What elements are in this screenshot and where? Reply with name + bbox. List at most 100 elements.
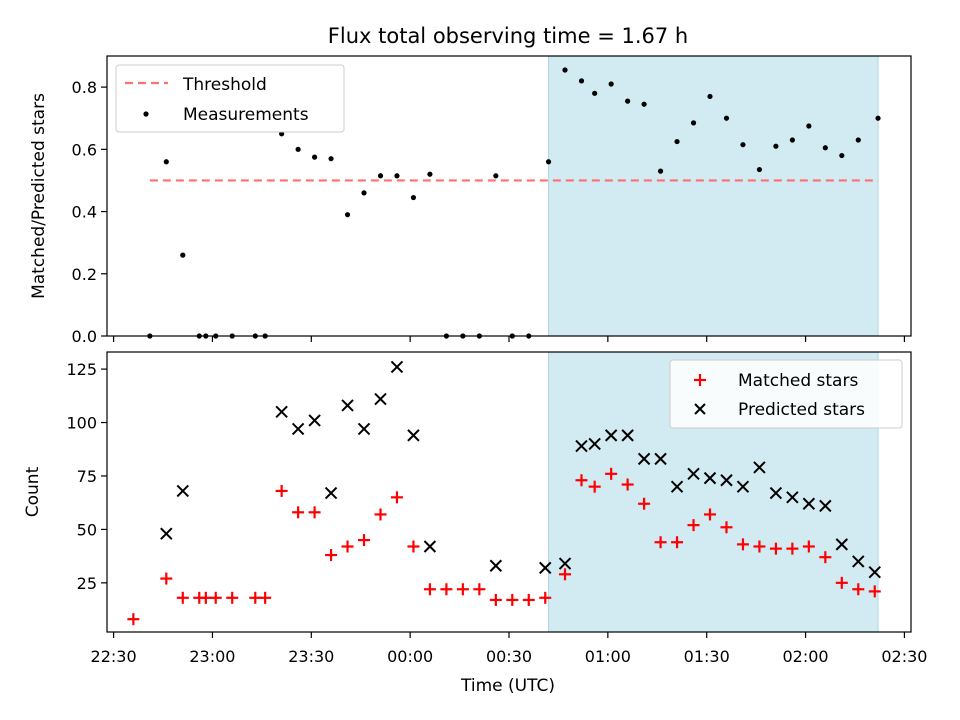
predicted-star-point bbox=[819, 499, 832, 513]
chart-title: Flux total observing time = 1.67 h bbox=[328, 24, 688, 48]
predicted-star-point bbox=[852, 555, 865, 568]
matched-star-point bbox=[720, 521, 733, 534]
matched-star-point bbox=[769, 542, 782, 555]
matched-star-point bbox=[176, 591, 189, 604]
x-tick-label: 01:00 bbox=[585, 647, 631, 666]
matched-star-point bbox=[852, 583, 865, 596]
measurement-point bbox=[311, 154, 318, 160]
predicted-star-point bbox=[637, 452, 651, 466]
matched-star-point bbox=[522, 593, 535, 606]
measurement-point bbox=[377, 173, 384, 179]
legend-measurements-label: Measurements bbox=[183, 105, 309, 125]
matched-star-point bbox=[506, 593, 519, 606]
matched-star-point bbox=[736, 538, 749, 551]
measurement-point bbox=[806, 123, 812, 129]
bottom-x-ticks: 22:30 23:00 23:30 00:00 00:30 01:00 01:30 02:00… bbox=[91, 632, 927, 666]
top-y-tick-label: 0.6 bbox=[72, 140, 97, 159]
measurement-point bbox=[578, 78, 585, 84]
measurement-point bbox=[756, 166, 763, 173]
predicted-star-point bbox=[654, 452, 667, 466]
measurement-point bbox=[822, 145, 828, 151]
top-legend-box bbox=[115, 64, 345, 133]
bottom-panel: 25 50 75 100 125 22:30 23:00 23:30 00:00 00:30 01… bbox=[23, 351, 927, 696]
matched-star-point bbox=[671, 536, 684, 549]
matched-star-point bbox=[390, 491, 403, 504]
x-tick-label: 22:30 bbox=[91, 647, 137, 666]
predicted-star-point bbox=[341, 399, 354, 412]
matched-star-point bbox=[341, 540, 354, 553]
matched-star-point bbox=[559, 568, 572, 581]
matched-star-point bbox=[275, 484, 288, 497]
matched-star-point bbox=[209, 591, 222, 604]
legend-matched-swatch bbox=[694, 374, 706, 386]
top-legend: Threshold Measurements bbox=[115, 64, 345, 133]
measurement-point bbox=[163, 159, 169, 165]
bottom-y-tick-label: 50 bbox=[77, 520, 97, 539]
matched-star-point bbox=[575, 474, 588, 487]
matched-star-points bbox=[127, 467, 881, 626]
measurement-point bbox=[625, 98, 631, 104]
predicted-star-point bbox=[670, 480, 684, 493]
top-y-ticks: 0.0 0.2 0.4 0.6 0.8 bbox=[72, 78, 107, 346]
legend-predicted-swatch bbox=[694, 403, 706, 415]
predicted-star-point bbox=[308, 414, 321, 427]
matched-star-point bbox=[638, 497, 651, 510]
bottom-legend-box bbox=[669, 359, 903, 429]
predicted-star-point bbox=[753, 461, 766, 474]
predicted-star-point bbox=[604, 429, 618, 442]
predicted-star-point bbox=[390, 360, 404, 374]
x-tick-label: 02:00 bbox=[783, 647, 829, 666]
predicted-star-point bbox=[357, 422, 371, 436]
matched-star-point bbox=[588, 480, 601, 493]
measurement-point bbox=[608, 81, 614, 87]
legend-measurement-swatch bbox=[143, 111, 149, 117]
matched-star-point bbox=[802, 540, 815, 553]
measurement-point bbox=[723, 115, 730, 121]
bottom-legend: Matched stars Predicted stars bbox=[669, 359, 903, 429]
bottom-y-tick-label: 125 bbox=[66, 360, 97, 379]
predicted-star-point bbox=[558, 557, 572, 570]
matched-star-point bbox=[687, 519, 700, 532]
measurement-point bbox=[855, 137, 861, 143]
measurement-point bbox=[773, 143, 779, 149]
predicted-star-point bbox=[160, 527, 173, 540]
predicted-star-point bbox=[324, 486, 338, 500]
legend-threshold-label: Threshold bbox=[182, 75, 267, 95]
predicted-star-point bbox=[489, 559, 503, 572]
top-highlight-span bbox=[548, 55, 879, 337]
matched-star-point bbox=[407, 540, 420, 553]
x-tick-label: 02:30 bbox=[881, 647, 927, 666]
measurement-point bbox=[690, 120, 697, 126]
matched-star-point bbox=[440, 583, 453, 596]
matched-star-point bbox=[819, 551, 832, 564]
bottom-y-tick-label: 100 bbox=[66, 414, 97, 433]
bottom-y-ticks: 25 50 75 100 125 bbox=[66, 360, 107, 593]
matched-star-point bbox=[605, 467, 618, 480]
measurement-point bbox=[344, 212, 351, 218]
predicted-star-point bbox=[291, 422, 305, 436]
predicted-star-point bbox=[575, 439, 588, 453]
matched-star-point bbox=[621, 478, 634, 491]
predicted-star-point bbox=[621, 429, 634, 442]
predicted-star-points bbox=[160, 360, 881, 579]
top-y-tick-label: 0.0 bbox=[72, 327, 97, 346]
matched-star-point bbox=[259, 591, 272, 604]
x-tick-label: 23:30 bbox=[288, 647, 334, 666]
predicted-star-point bbox=[703, 471, 717, 485]
matched-star-point bbox=[753, 540, 766, 553]
matched-star-point bbox=[308, 506, 321, 519]
predicted-star-point bbox=[423, 540, 437, 553]
predicted-star-point bbox=[769, 486, 783, 500]
x-tick-label: 00:00 bbox=[387, 647, 433, 666]
predicted-star-point bbox=[588, 437, 601, 451]
matched-star-point bbox=[539, 591, 552, 604]
predicted-star-point bbox=[374, 392, 387, 406]
top-y-tick-label: 0.8 bbox=[72, 78, 97, 97]
matched-star-point bbox=[489, 593, 502, 606]
measurement-point bbox=[657, 168, 664, 174]
predicted-star-point bbox=[687, 467, 700, 481]
measurement-point bbox=[789, 137, 795, 143]
measurement-point bbox=[707, 93, 713, 100]
top-x-ticks bbox=[112, 336, 906, 342]
